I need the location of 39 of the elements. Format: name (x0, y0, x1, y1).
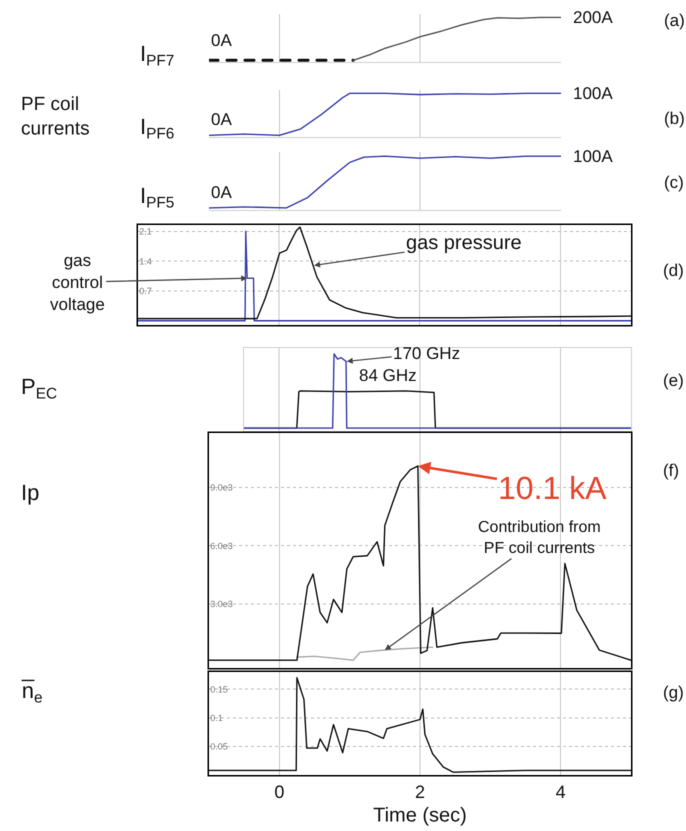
y-tick-label: 3.0e3 (210, 599, 233, 610)
y-axis-title: I$_{PF6}$ (140, 114, 174, 143)
text: (b) (664, 109, 685, 128)
annotation: gas pressure (406, 232, 522, 254)
y-tick-label: 9.0e3 (210, 482, 233, 493)
annotation: 10.1 kA (498, 470, 608, 506)
annotation: Contribution from PF coil currents (478, 519, 601, 557)
x-axis-title: Time (sec) (373, 804, 467, 826)
y-tick-label: 0.15 (210, 684, 228, 694)
annotation: gas control voltage (50, 251, 105, 314)
y-axis-title: Ip (21, 480, 40, 505)
y-tick-label: 1.4 (139, 256, 152, 266)
x-tick-label: 4 (556, 782, 566, 802)
y-tick-label: 0.05 (210, 742, 228, 752)
y-axis-title: P$_{EC}$ (21, 374, 58, 403)
x-tick-label: 0 (274, 782, 284, 802)
y-tick-label: 2.1 (139, 226, 152, 237)
annotation: 0A (211, 31, 232, 50)
annotation: 170 GHz (393, 344, 460, 363)
text: (f) (663, 461, 680, 480)
y-tick-label: 0.1 (210, 712, 223, 723)
annotation: 200A (573, 8, 614, 27)
text: (d) (663, 261, 684, 280)
annotation: 84 GHz (359, 366, 417, 385)
y-axis-title: I$_{PF7}$ (140, 41, 174, 70)
text: (g) (663, 683, 684, 702)
text: PF coil currents (21, 94, 90, 140)
y-axis-title: I$_{PF5}$ (140, 183, 174, 212)
annotation: 0A (211, 110, 232, 129)
y-axis-title: n̅$_{e}$ (21, 678, 43, 707)
x-tick-label: 2 (414, 782, 426, 802)
text: (a) (664, 11, 685, 30)
annotation: 100A (573, 147, 614, 166)
y-tick-label: 0.7 (139, 286, 152, 296)
text: (e) (663, 371, 684, 390)
y-tick-label: 6.0e3 (210, 540, 233, 551)
annotation: 0A (211, 183, 232, 202)
annotation: 100A (573, 84, 614, 103)
text: (c) (664, 173, 684, 192)
